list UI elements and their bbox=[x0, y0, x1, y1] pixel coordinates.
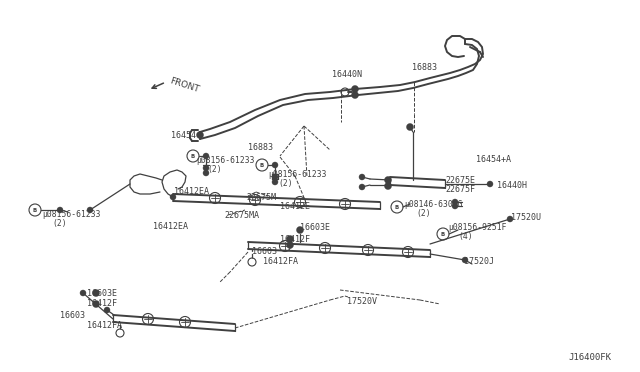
Circle shape bbox=[116, 329, 124, 337]
Circle shape bbox=[487, 181, 493, 187]
Text: 16440H: 16440H bbox=[497, 180, 527, 189]
Circle shape bbox=[93, 289, 99, 296]
Circle shape bbox=[296, 227, 303, 234]
Text: 16412F: 16412F bbox=[280, 234, 310, 244]
Text: 16412EA: 16412EA bbox=[174, 186, 209, 196]
Circle shape bbox=[187, 150, 199, 162]
Circle shape bbox=[507, 216, 513, 222]
Text: 16412EA: 16412EA bbox=[153, 221, 188, 231]
Text: µ08156-61233: µ08156-61233 bbox=[268, 170, 326, 179]
Text: 16603E: 16603E bbox=[87, 289, 117, 298]
Text: 22675F: 22675F bbox=[445, 185, 475, 193]
Text: 22675E: 22675E bbox=[445, 176, 475, 185]
Text: µ08156-9251F: µ08156-9251F bbox=[448, 222, 506, 231]
Text: µ08156-61233: µ08156-61233 bbox=[196, 155, 255, 164]
Text: 16412FA: 16412FA bbox=[87, 321, 122, 330]
Circle shape bbox=[104, 307, 110, 313]
Text: 17520V: 17520V bbox=[347, 298, 377, 307]
Circle shape bbox=[385, 183, 392, 189]
Text: 16412F: 16412F bbox=[87, 299, 117, 308]
Text: 17520J: 17520J bbox=[464, 257, 494, 266]
Circle shape bbox=[170, 194, 176, 200]
Circle shape bbox=[203, 170, 209, 176]
Circle shape bbox=[406, 124, 413, 131]
Circle shape bbox=[203, 165, 209, 171]
Text: B: B bbox=[260, 163, 264, 167]
Circle shape bbox=[391, 201, 403, 213]
Circle shape bbox=[462, 257, 468, 263]
Circle shape bbox=[256, 159, 268, 171]
Circle shape bbox=[196, 131, 204, 138]
Circle shape bbox=[351, 92, 358, 99]
Circle shape bbox=[452, 203, 458, 209]
Text: B: B bbox=[33, 208, 37, 212]
Text: µ08156-61233: µ08156-61233 bbox=[42, 209, 100, 218]
Text: 17520U: 17520U bbox=[511, 212, 541, 221]
Circle shape bbox=[272, 179, 278, 185]
Circle shape bbox=[359, 174, 365, 180]
Circle shape bbox=[80, 290, 86, 296]
Circle shape bbox=[248, 258, 256, 266]
Circle shape bbox=[203, 153, 209, 159]
Text: J16400FK: J16400FK bbox=[568, 353, 611, 362]
Text: B: B bbox=[441, 231, 445, 237]
Text: (2): (2) bbox=[52, 218, 67, 228]
Text: 22675M: 22675M bbox=[246, 192, 276, 202]
Circle shape bbox=[29, 204, 41, 216]
Circle shape bbox=[57, 207, 63, 213]
Text: (2): (2) bbox=[278, 179, 292, 187]
Circle shape bbox=[385, 176, 392, 183]
Text: FRONT: FRONT bbox=[169, 76, 201, 94]
Circle shape bbox=[437, 228, 449, 240]
Circle shape bbox=[287, 241, 294, 248]
Text: 22675MA: 22675MA bbox=[224, 211, 259, 219]
Text: µ08146-6305G: µ08146-6305G bbox=[404, 199, 463, 208]
Text: 16454+A: 16454+A bbox=[476, 154, 511, 164]
Text: 16440N: 16440N bbox=[332, 70, 362, 78]
Text: 16883: 16883 bbox=[412, 62, 437, 71]
Circle shape bbox=[272, 174, 278, 180]
Text: 16412E: 16412E bbox=[280, 202, 310, 211]
Circle shape bbox=[287, 235, 294, 243]
Circle shape bbox=[452, 199, 458, 205]
Text: 16603: 16603 bbox=[252, 247, 277, 256]
Circle shape bbox=[93, 301, 99, 308]
Text: 16603: 16603 bbox=[60, 311, 85, 320]
Circle shape bbox=[341, 88, 349, 96]
Text: (4): (4) bbox=[458, 231, 472, 241]
Circle shape bbox=[351, 86, 358, 93]
Circle shape bbox=[87, 207, 93, 213]
Text: 16883: 16883 bbox=[248, 142, 273, 151]
Text: 16412FA: 16412FA bbox=[263, 257, 298, 266]
Text: (2): (2) bbox=[207, 164, 221, 173]
Circle shape bbox=[272, 162, 278, 168]
Text: 16454: 16454 bbox=[171, 131, 196, 140]
Text: B: B bbox=[191, 154, 195, 158]
Circle shape bbox=[359, 184, 365, 190]
Text: B: B bbox=[395, 205, 399, 209]
Text: (2): (2) bbox=[416, 208, 431, 218]
Text: 16603E: 16603E bbox=[300, 222, 330, 231]
